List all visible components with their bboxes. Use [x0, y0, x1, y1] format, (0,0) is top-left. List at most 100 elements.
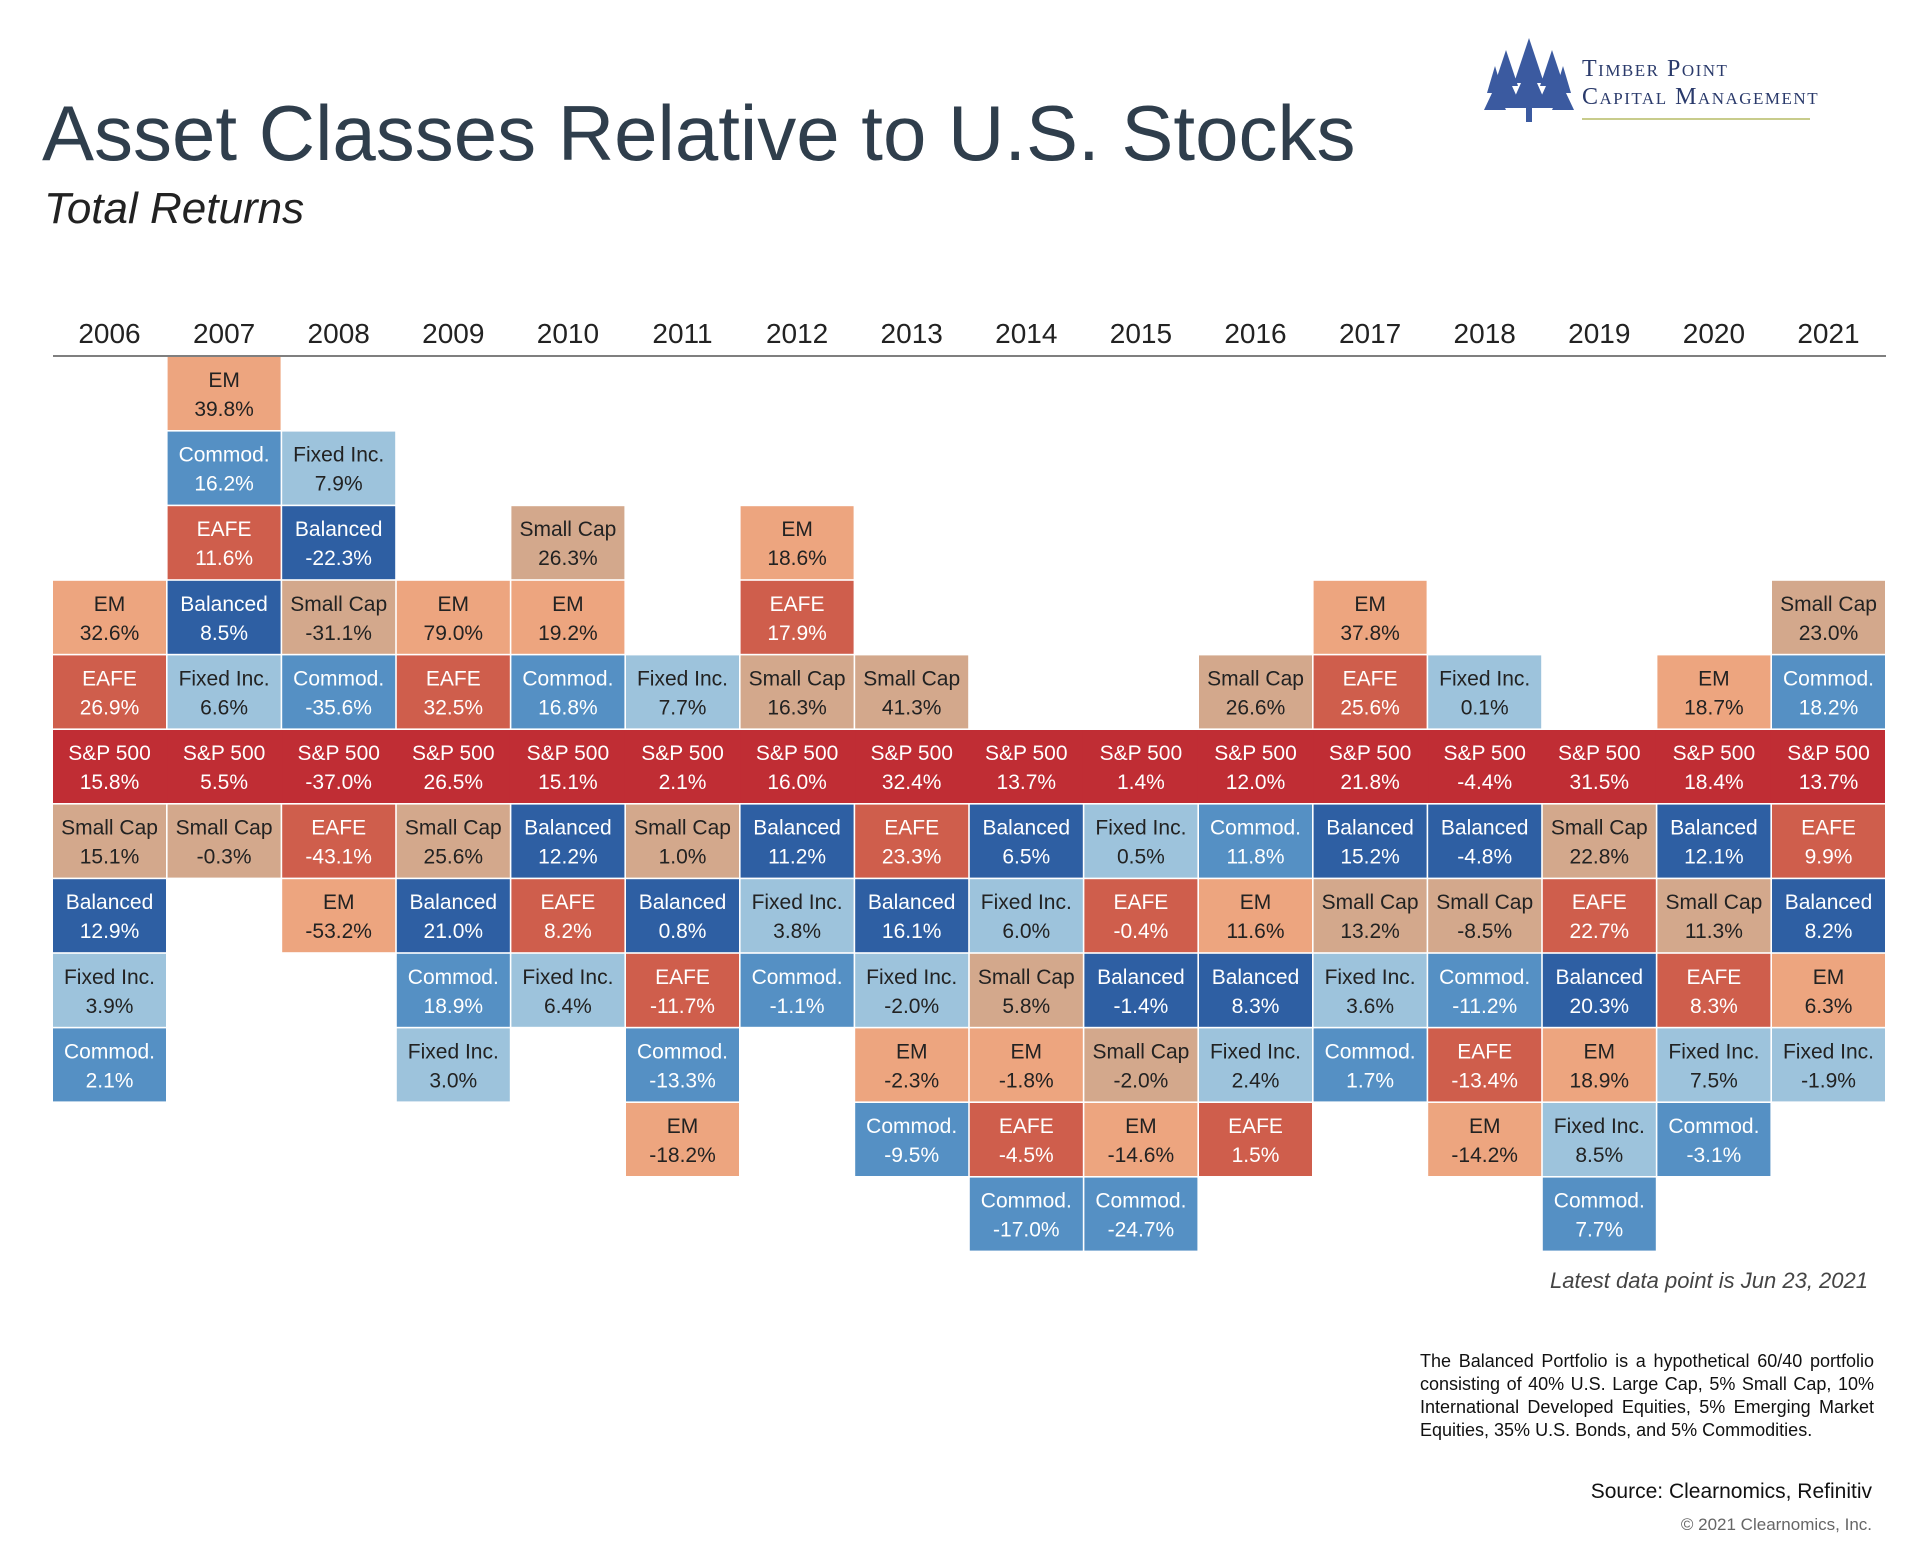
return-cell: Small Cap 23.0% [1772, 580, 1885, 654]
logo-line-2: Capital Management [1582, 84, 1820, 110]
cell-asset-label: EAFE [1343, 667, 1398, 690]
cell-return-value: 22.7% [1570, 920, 1630, 943]
cell-return-value: 3.8% [773, 920, 821, 943]
cell-return-value: -37.0% [305, 771, 372, 794]
cell-asset-label: Small Cap [749, 667, 846, 690]
return-cell: Commod. 11.8% [1199, 804, 1312, 878]
cell-background [740, 580, 854, 654]
cell-return-value: 13.7% [1799, 771, 1859, 794]
cell-asset-label: Commod. [1554, 1190, 1645, 1213]
return-cell: S&P 500 13.7% [969, 730, 1083, 803]
cell-background [855, 730, 969, 803]
return-cell: Balanced 11.2% [740, 804, 854, 878]
year-label: 2009 [422, 318, 484, 349]
cell-asset-label: EM [552, 593, 584, 616]
cell-asset-label: S&P 500 [527, 742, 610, 765]
cell-background [1772, 879, 1885, 953]
return-cell: S&P 500 1.4% [1084, 730, 1198, 803]
cell-asset-label: EAFE [540, 891, 595, 914]
return-cell: Fixed Inc. 3.9% [53, 953, 166, 1027]
cell-asset-label: Balanced [753, 817, 841, 840]
cell-asset-label: Small Cap [1436, 891, 1533, 914]
cell-asset-label: Fixed Inc. [293, 444, 384, 467]
cell-background [282, 879, 396, 953]
cell-asset-label: Commod. [866, 1115, 957, 1138]
return-cell: Balanced 16.1% [855, 879, 969, 953]
cell-asset-label: S&P 500 [1673, 742, 1756, 765]
cell-return-value: 26.6% [1226, 696, 1286, 719]
return-cell: EAFE 25.6% [1313, 655, 1427, 729]
return-cell: EAFE 26.9% [53, 655, 166, 729]
cell-return-value: 0.1% [1461, 696, 1509, 719]
cell-return-value: -53.2% [305, 920, 372, 943]
cell-asset-label: Commod. [179, 444, 270, 467]
cell-background [626, 1028, 739, 1102]
return-cell: Commod. 18.9% [396, 953, 510, 1027]
cell-background [1542, 1028, 1656, 1102]
cell-asset-label: Balanced [1212, 966, 1300, 989]
cell-background [1657, 804, 1771, 878]
cell-return-value: -17.0% [993, 1219, 1060, 1242]
return-cell: Fixed Inc. 2.4% [1199, 1028, 1312, 1102]
cell-asset-label: Balanced [1326, 817, 1414, 840]
cell-return-value: 13.7% [997, 771, 1057, 794]
cell-return-value: 25.6% [1340, 696, 1400, 719]
return-cell: EAFE 8.3% [1657, 953, 1771, 1027]
cell-background [1084, 804, 1198, 878]
return-cell: Fixed Inc. 6.6% [167, 655, 281, 729]
cell-background [1428, 655, 1542, 729]
return-cell: Small Cap 41.3% [855, 655, 969, 729]
return-cell: Small Cap 11.3% [1657, 879, 1771, 953]
cell-return-value: 21.0% [424, 920, 484, 943]
cell-background [167, 506, 281, 580]
cell-asset-label: EAFE [311, 817, 366, 840]
cell-return-value: -31.1% [305, 622, 372, 645]
cell-background [1199, 730, 1312, 803]
cell-return-value: -2.0% [1113, 1069, 1168, 1092]
return-cell: EM -1.8% [969, 1028, 1083, 1102]
return-cell: EAFE 17.9% [740, 580, 854, 654]
cell-return-value: -3.1% [1686, 1144, 1741, 1167]
cell-asset-label: S&P 500 [183, 742, 266, 765]
cell-asset-label: S&P 500 [756, 742, 839, 765]
year-label: 2008 [308, 318, 370, 349]
cell-background [855, 804, 969, 878]
cell-asset-label: Commod. [522, 667, 613, 690]
return-cell: Small Cap 16.3% [740, 655, 854, 729]
cell-return-value: 32.4% [882, 771, 942, 794]
cell-asset-label: EAFE [82, 667, 137, 690]
cell-background [396, 655, 510, 729]
cell-return-value: 2.1% [659, 771, 707, 794]
cell-background [1313, 804, 1427, 878]
cell-asset-label: S&P 500 [1100, 742, 1183, 765]
return-cell: Small Cap 26.3% [511, 506, 625, 580]
cell-background [1772, 953, 1885, 1027]
cell-asset-label: S&P 500 [870, 742, 953, 765]
return-cell: EM 32.6% [53, 580, 166, 654]
cell-asset-label: EAFE [197, 518, 252, 541]
cell-background [855, 655, 969, 729]
cell-background [1313, 655, 1427, 729]
cell-return-value: 11.6% [1227, 920, 1285, 943]
cell-asset-label: Fixed Inc. [1783, 1040, 1874, 1063]
cell-asset-label: Small Cap [1092, 1040, 1189, 1063]
cell-background [282, 580, 396, 654]
cell-asset-label: Balanced [1785, 891, 1873, 914]
cell-return-value: 19.2% [538, 622, 598, 645]
cell-asset-label: EM [667, 1115, 699, 1138]
return-cell: Small Cap 15.1% [53, 804, 166, 878]
cell-return-value: 13.2% [1340, 920, 1400, 943]
return-cell: EM -18.2% [626, 1103, 739, 1176]
logo-divider [1582, 118, 1810, 120]
return-cell: Commod. -3.1% [1657, 1103, 1771, 1176]
year-label: 2020 [1683, 318, 1745, 349]
cell-asset-label: EM [1011, 1040, 1043, 1063]
year-label: 2015 [1110, 318, 1172, 349]
cell-background [1772, 804, 1885, 878]
cell-return-value: 12.1% [1684, 846, 1744, 869]
cell-return-value: 11.2% [768, 846, 826, 869]
cell-background [511, 804, 625, 878]
cell-return-value: 20.3% [1570, 995, 1630, 1018]
cell-asset-label: Balanced [180, 593, 268, 616]
